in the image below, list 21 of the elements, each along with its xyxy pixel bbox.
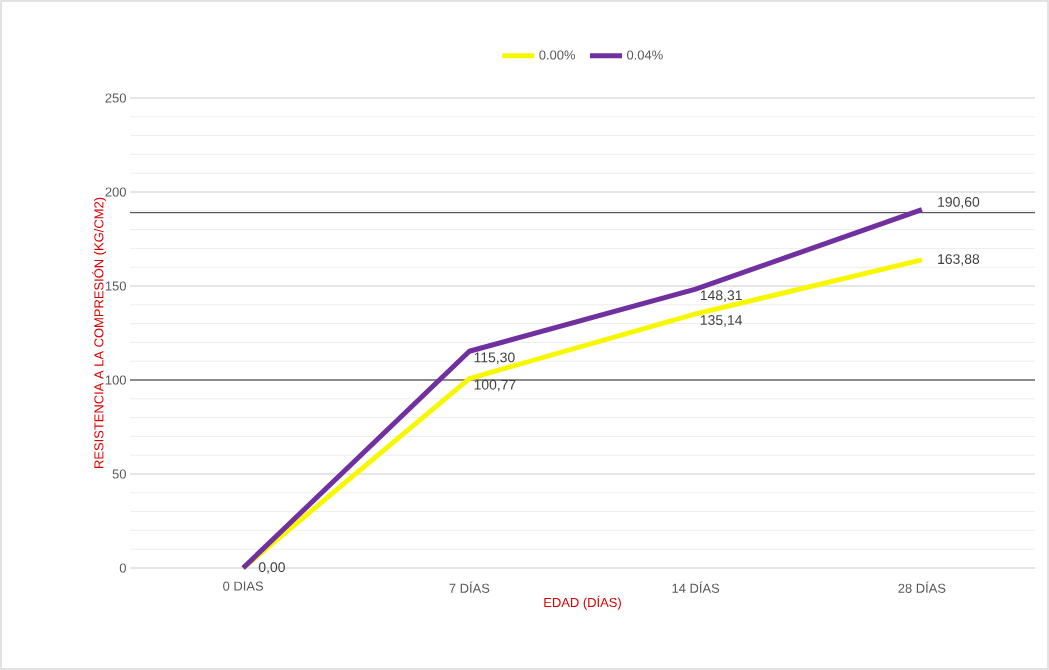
legend-label: 0.00% [539,50,576,60]
y-axis-title: RESISTENCIA A LA COMPRESIÓN (KG/CM2) [92,197,107,468]
y-tick-label: 250 [105,93,126,103]
data-label: 0,00 [258,562,285,574]
data-label: 135,14 [700,315,743,327]
data-label: 163,88 [938,254,980,266]
y-tick-label: 150 [105,281,126,291]
y-tick-label: 100 [105,375,126,385]
y-tick-label: 0 [119,563,126,573]
y-tick-label: 200 [105,187,126,197]
data-label: 148,31 [700,290,742,302]
legend-label: 0.04% [627,50,663,60]
x-axis-title: EDAD (DÍAS) [544,595,621,610]
x-tick-label: 28 DÍAS [898,581,946,593]
data-label: 190,60 [938,196,980,209]
data-label: 115,30 [474,352,515,364]
x-tick-label: 14 DÍAS [672,581,720,593]
data-label: 100,77 [474,379,516,392]
x-tick-label: 0 DIAS [223,581,264,591]
y-tick-label: 50 [112,469,126,479]
x-tick-label: 7 DÍAS [449,581,490,593]
